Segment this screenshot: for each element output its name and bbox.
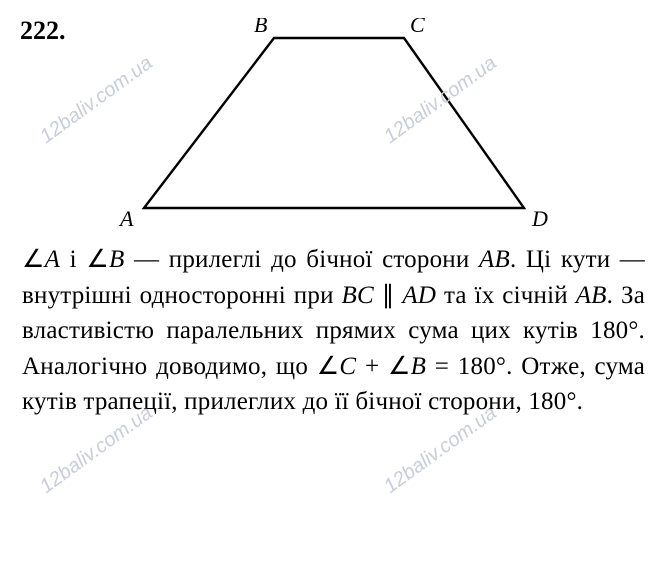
parallel-symbol: ∥	[374, 282, 402, 309]
label-BC: BC	[342, 282, 374, 309]
angle-symbol: ∠	[86, 246, 109, 273]
problem-number: 222.	[20, 16, 66, 46]
vertex-label-C: C	[410, 18, 425, 37]
label-AD: AD	[402, 282, 436, 309]
trapezoid-figure: A B C D	[114, 18, 554, 236]
label-B: B	[109, 246, 124, 273]
solution-text: ∠A i ∠B — прилеглі до бічної сторони AB.…	[22, 242, 645, 420]
angle-symbol: ∠	[22, 246, 45, 273]
text-i: i	[60, 246, 86, 273]
vertex-label-B: B	[254, 18, 267, 37]
figure-container: A B C D	[22, 18, 645, 236]
angle-symbol: ∠	[317, 353, 340, 380]
label-AB: AB	[479, 246, 510, 273]
text-seg1: — прилеглі до бічної сторони	[124, 246, 479, 273]
vertex-label-D: D	[531, 206, 548, 231]
vertex-label-A: A	[118, 206, 134, 231]
text-seg3: та їх січній	[436, 282, 576, 309]
trapezoid-shape	[144, 38, 524, 208]
label-A: A	[45, 246, 60, 273]
label-C: C	[339, 353, 356, 380]
angle-symbol: ∠	[388, 353, 411, 380]
plus-symbol: +	[356, 353, 388, 380]
label-AB2: AB	[576, 282, 607, 309]
label-B2: B	[411, 353, 426, 380]
